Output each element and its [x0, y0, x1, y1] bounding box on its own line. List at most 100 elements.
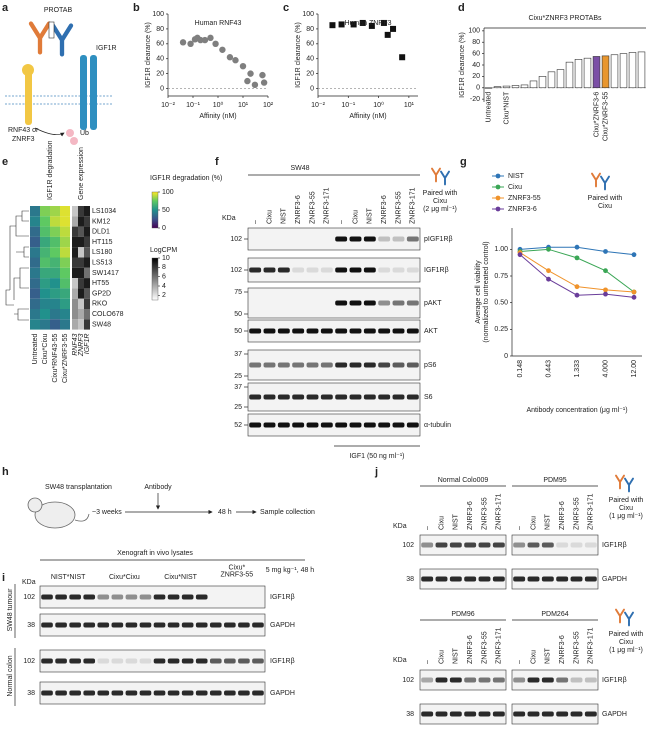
point — [546, 268, 551, 274]
x-tick-label: Cixu*NIST — [503, 91, 510, 124]
bar — [619, 53, 628, 89]
heat-cell — [40, 216, 50, 227]
label: ~3 weeks — [92, 509, 122, 516]
band — [306, 394, 319, 400]
legend-label: ZNRF3-55 — [508, 195, 541, 202]
row-label: IGF1Rβ — [424, 267, 449, 274]
ligase — [22, 64, 34, 76]
blot — [39, 649, 266, 673]
band — [249, 328, 262, 334]
label: Antibody — [144, 484, 172, 491]
band — [320, 394, 333, 400]
band — [83, 622, 96, 628]
band — [541, 677, 554, 683]
band — [306, 267, 319, 273]
mouse-tail — [74, 513, 90, 522]
band — [363, 300, 376, 306]
panel-label: a — [2, 2, 9, 14]
lane-label: Cixu — [352, 210, 359, 224]
band — [584, 677, 597, 683]
lane-label: ZNRF3-55 — [573, 497, 580, 530]
band — [406, 328, 419, 334]
panel-label: b — [133, 2, 140, 14]
heat-cell — [84, 298, 90, 309]
band — [363, 267, 376, 273]
row-label: IGF1Rβ — [270, 594, 295, 601]
chart-title: Cixu*ZNRF3 PROTABs — [529, 15, 602, 22]
point — [179, 39, 187, 46]
band — [378, 267, 391, 273]
band — [464, 542, 477, 548]
bar — [556, 69, 565, 89]
label: Cixu — [433, 198, 447, 205]
receptor — [80, 55, 87, 130]
band — [392, 267, 405, 273]
band — [406, 394, 419, 400]
band — [363, 362, 376, 368]
heat-cell — [40, 288, 50, 299]
band — [556, 542, 569, 548]
band — [97, 658, 110, 664]
band — [41, 594, 53, 600]
marker-label: 50 — [234, 311, 242, 318]
point — [338, 21, 345, 28]
x-tick-label: 10⁰ — [213, 101, 224, 109]
band — [306, 362, 319, 368]
marker-label: 75 — [234, 289, 242, 296]
point — [390, 25, 397, 32]
y-tick-label: 80 — [472, 39, 480, 46]
band — [167, 622, 180, 628]
band — [167, 658, 180, 664]
bar — [484, 87, 493, 89]
heat-cell — [78, 309, 84, 320]
label: NIST*NIST — [51, 574, 86, 581]
row-label: SW48 — [92, 321, 111, 328]
blot — [247, 382, 421, 412]
band — [153, 622, 166, 628]
chart-title: Human ZNRF3 — [344, 20, 391, 27]
band — [570, 542, 583, 548]
band — [392, 422, 405, 428]
band — [527, 711, 540, 717]
panel-label: h — [2, 466, 9, 478]
band — [83, 690, 96, 696]
panel-label: e — [2, 156, 8, 168]
band — [263, 328, 276, 334]
band — [252, 658, 264, 664]
blot — [39, 681, 266, 705]
lane-label: ZNRF3-55 — [573, 631, 580, 664]
heat-cell — [78, 288, 84, 299]
band — [449, 542, 462, 548]
heat-cell — [30, 319, 40, 330]
heat-cell — [84, 236, 90, 248]
band — [83, 594, 96, 600]
heat-cell — [72, 267, 78, 279]
point — [232, 57, 239, 64]
legend-swatch — [495, 184, 501, 190]
colorbar — [151, 191, 159, 229]
band — [584, 576, 597, 582]
band — [139, 658, 152, 664]
label: IGF1 (50 ng ml⁻¹) — [349, 453, 404, 460]
band — [111, 594, 124, 600]
band — [378, 236, 391, 242]
band — [111, 690, 124, 696]
marker-label: 38 — [27, 622, 35, 629]
heat-cell — [60, 309, 70, 320]
row-label: α-tubulin — [424, 422, 451, 429]
band — [125, 690, 138, 696]
colorbar-tick-label: 6 — [162, 274, 166, 281]
row-label: pAKT — [424, 300, 442, 307]
heat-cell — [40, 298, 50, 309]
blot — [511, 669, 599, 691]
lane-label: ZNRF3-6 — [467, 635, 474, 664]
point — [239, 62, 247, 70]
heat-cell — [84, 309, 90, 320]
lane-label: ZNRF3-55 — [309, 191, 316, 224]
band — [249, 362, 262, 368]
x-tick-label: 10⁻² — [311, 102, 325, 109]
legend-swatch — [495, 206, 501, 212]
heat-cell — [72, 226, 78, 237]
point — [380, 19, 387, 26]
legend-label: Cixu — [508, 184, 522, 191]
